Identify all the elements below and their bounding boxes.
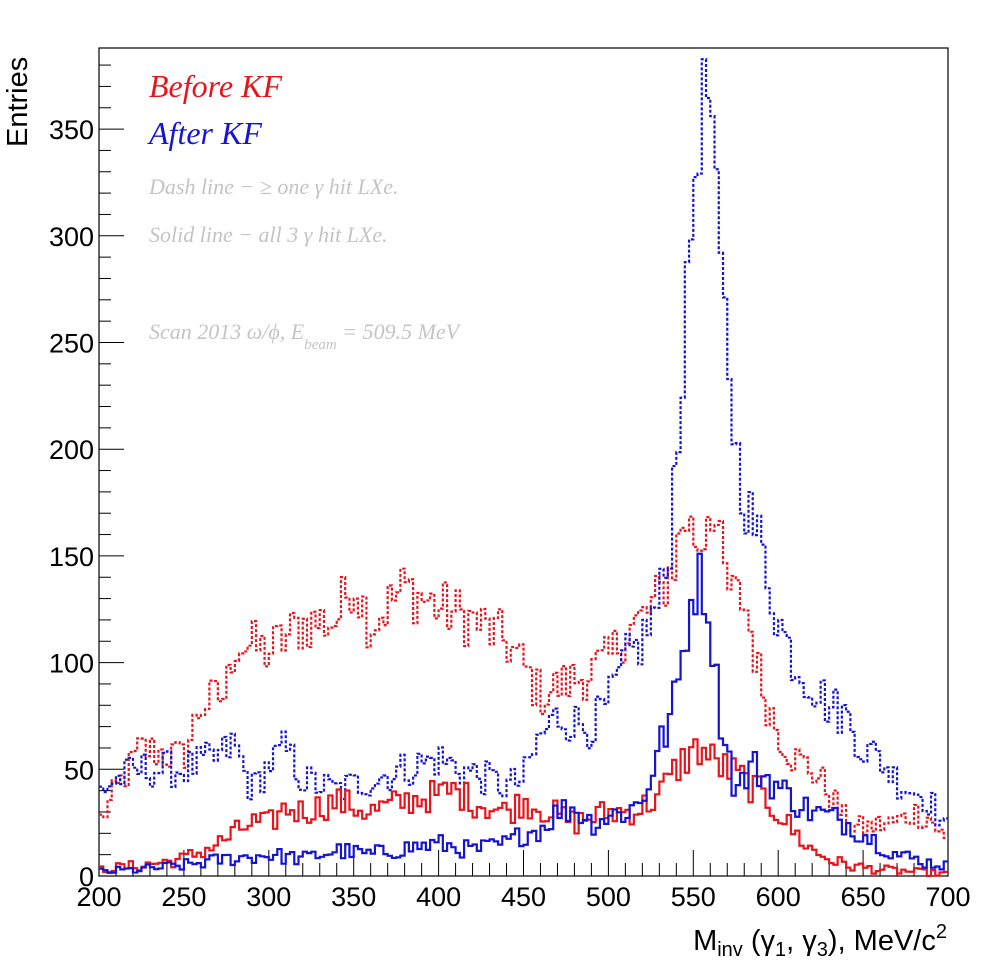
- x-tick-label: 500: [586, 882, 631, 912]
- x-tick-label: 350: [331, 882, 376, 912]
- annotation-dash-line: Dash line − ≥ one γ hit LXe.: [148, 174, 398, 199]
- x-tick-label: 650: [841, 882, 886, 912]
- annotation-scan: Scan 2013 ω/ϕ, Ebeam = 509.5 MeV: [149, 319, 462, 353]
- y-tick-label: 150: [49, 542, 94, 572]
- x-tick-label: 300: [246, 882, 291, 912]
- series-before-kf-solid: [99, 738, 948, 878]
- x-tick-label: 200: [76, 882, 121, 912]
- y-tick-label: 100: [49, 649, 94, 679]
- x-tick-label: 700: [925, 882, 970, 912]
- x-tick-labels: 200 250 300 350 400 450 500 550 600 650 700: [76, 882, 970, 912]
- series-layer: [99, 58, 948, 878]
- y-tick-label: 50: [64, 755, 94, 785]
- y-tick-label: 250: [49, 328, 94, 358]
- x-tick-label: 250: [161, 882, 206, 912]
- legend-after-kf: After KF: [147, 115, 262, 151]
- x-tick-label: 400: [416, 882, 461, 912]
- y-tick-label: 200: [49, 435, 94, 465]
- series-after-kf-solid: [99, 552, 948, 874]
- y-tick-label: 300: [49, 222, 94, 252]
- x-tick-label: 450: [501, 882, 546, 912]
- x-tick-label: 550: [671, 882, 716, 912]
- y-axis-title: Entries: [2, 57, 34, 147]
- x-axis-title: Minv (γ1, γ3), MeV/c2: [693, 921, 947, 961]
- annotation-solid-line: Solid line − all 3 γ hit LXe.: [149, 222, 388, 247]
- series-before-kf-dashed: [99, 515, 948, 840]
- y-tick-label: 0: [79, 862, 94, 892]
- y-tick-labels: 0 50 100 150 200 250 300 350: [49, 115, 94, 892]
- x-tick-label: 600: [756, 882, 801, 912]
- y-tick-label: 350: [49, 115, 94, 145]
- legend-before-kf: Before KF: [149, 68, 282, 104]
